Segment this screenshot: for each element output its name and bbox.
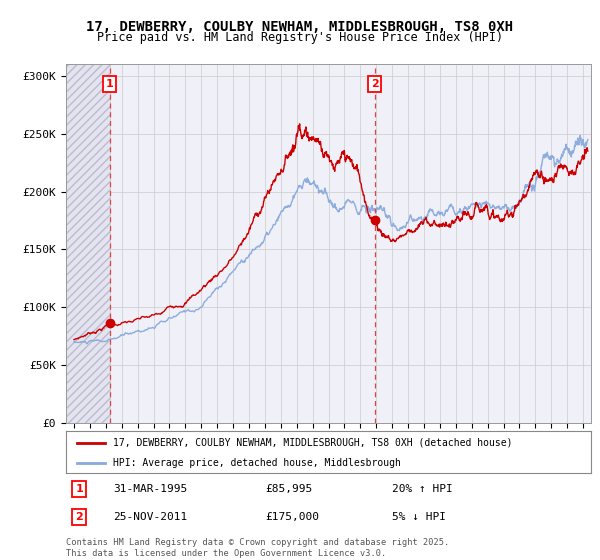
Text: Contains HM Land Registry data © Crown copyright and database right 2025.
This d: Contains HM Land Registry data © Crown c… xyxy=(66,538,449,558)
Text: £175,000: £175,000 xyxy=(265,512,320,522)
Text: 5% ↓ HPI: 5% ↓ HPI xyxy=(392,512,445,522)
Text: 2: 2 xyxy=(75,512,83,522)
Text: HPI: Average price, detached house, Middlesbrough: HPI: Average price, detached house, Midd… xyxy=(113,458,401,468)
Text: 17, DEWBERRY, COULBY NEWHAM, MIDDLESBROUGH, TS8 0XH: 17, DEWBERRY, COULBY NEWHAM, MIDDLESBROU… xyxy=(86,20,514,34)
Text: 2: 2 xyxy=(371,79,379,88)
Text: 17, DEWBERRY, COULBY NEWHAM, MIDDLESBROUGH, TS8 0XH (detached house): 17, DEWBERRY, COULBY NEWHAM, MIDDLESBROU… xyxy=(113,438,513,448)
Text: 1: 1 xyxy=(75,484,83,494)
Text: 25-NOV-2011: 25-NOV-2011 xyxy=(113,512,187,522)
Text: 20% ↑ HPI: 20% ↑ HPI xyxy=(392,484,452,494)
Text: 1: 1 xyxy=(106,79,113,88)
Text: Price paid vs. HM Land Registry's House Price Index (HPI): Price paid vs. HM Land Registry's House … xyxy=(97,31,503,44)
Bar xyxy=(66,64,110,423)
Text: £85,995: £85,995 xyxy=(265,484,313,494)
Text: 31-MAR-1995: 31-MAR-1995 xyxy=(113,484,187,494)
